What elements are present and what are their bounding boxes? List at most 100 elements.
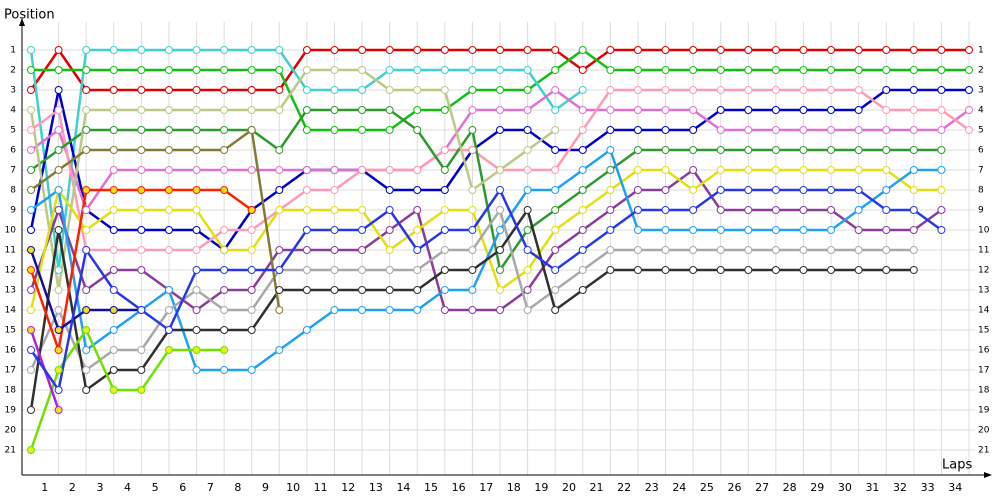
y-tick-label-right: 9 bbox=[978, 206, 984, 216]
data-point bbox=[827, 126, 836, 134]
data-point bbox=[27, 166, 35, 174]
data-point bbox=[413, 226, 422, 234]
data-point bbox=[827, 66, 836, 74]
x-tick-label: 1 bbox=[41, 481, 48, 494]
data-point bbox=[192, 246, 201, 254]
data-point bbox=[633, 206, 642, 214]
data-point bbox=[440, 166, 449, 174]
data-point bbox=[551, 286, 560, 294]
data-point bbox=[440, 186, 449, 194]
data-point bbox=[496, 306, 504, 314]
data-point bbox=[689, 266, 698, 274]
data-point bbox=[220, 346, 229, 354]
data-point bbox=[496, 106, 504, 114]
data-point bbox=[854, 86, 863, 94]
data-point bbox=[551, 166, 560, 174]
data-point bbox=[302, 246, 311, 254]
data-point bbox=[413, 306, 422, 314]
data-point bbox=[164, 286, 173, 294]
data-point bbox=[578, 46, 587, 54]
data-point bbox=[82, 206, 91, 214]
data-point bbox=[606, 166, 615, 174]
data-point bbox=[937, 166, 946, 174]
data-point bbox=[385, 46, 394, 54]
data-point bbox=[385, 206, 394, 214]
data-point bbox=[606, 146, 615, 154]
data-point bbox=[54, 86, 63, 94]
data-point bbox=[358, 106, 367, 114]
data-point bbox=[578, 166, 587, 174]
data-point bbox=[799, 66, 808, 74]
data-point bbox=[854, 266, 863, 274]
data-point bbox=[771, 226, 780, 234]
data-point bbox=[440, 66, 449, 74]
data-point bbox=[330, 246, 339, 254]
data-point bbox=[606, 226, 615, 234]
data-point bbox=[771, 266, 780, 274]
data-point bbox=[27, 246, 35, 254]
data-point bbox=[551, 246, 560, 254]
data-point bbox=[358, 286, 367, 294]
data-point bbox=[937, 66, 946, 74]
data-point bbox=[523, 226, 532, 234]
data-point bbox=[413, 206, 422, 214]
data-point bbox=[440, 266, 449, 274]
data-point bbox=[551, 46, 560, 54]
data-point bbox=[551, 126, 560, 134]
series-line bbox=[29, 188, 943, 392]
data-point bbox=[689, 186, 698, 194]
data-point bbox=[523, 126, 532, 134]
data-point bbox=[27, 126, 35, 134]
data-point bbox=[827, 106, 836, 114]
data-point bbox=[937, 126, 946, 134]
y-tick-label: 11 bbox=[5, 246, 16, 256]
data-point bbox=[882, 226, 891, 234]
data-point bbox=[633, 266, 642, 274]
data-point bbox=[689, 46, 698, 54]
data-point bbox=[689, 126, 698, 134]
data-point bbox=[661, 266, 670, 274]
data-point bbox=[827, 206, 836, 214]
y-tick-label-right: 15 bbox=[978, 326, 989, 336]
data-point bbox=[302, 266, 311, 274]
data-point bbox=[109, 386, 118, 394]
data-point bbox=[689, 206, 698, 214]
data-point bbox=[385, 126, 394, 134]
x-tick-label: 26 bbox=[728, 481, 742, 494]
data-point bbox=[909, 226, 918, 234]
data-point bbox=[247, 286, 256, 294]
data-point bbox=[827, 186, 836, 194]
data-point bbox=[799, 46, 808, 54]
data-point bbox=[164, 166, 173, 174]
y-tick-label: 15 bbox=[5, 326, 16, 336]
data-point bbox=[302, 226, 311, 234]
data-point bbox=[82, 366, 91, 374]
y-tick-label: 3 bbox=[10, 86, 16, 96]
data-point bbox=[523, 146, 532, 154]
data-point bbox=[330, 206, 339, 214]
data-point bbox=[109, 146, 118, 154]
data-point bbox=[358, 66, 367, 74]
data-point bbox=[82, 226, 91, 234]
data-point bbox=[689, 226, 698, 234]
data-point bbox=[302, 166, 311, 174]
data-point bbox=[882, 206, 891, 214]
data-point bbox=[523, 86, 532, 94]
data-point bbox=[275, 306, 284, 314]
data-point bbox=[27, 306, 35, 314]
data-point bbox=[633, 66, 642, 74]
data-point bbox=[330, 226, 339, 234]
data-point bbox=[413, 46, 422, 54]
data-point bbox=[302, 106, 311, 114]
data-point bbox=[523, 46, 532, 54]
data-point bbox=[137, 346, 146, 354]
y-tick-label-right: 7 bbox=[978, 166, 984, 176]
data-point bbox=[606, 86, 615, 94]
data-point bbox=[578, 146, 587, 154]
data-point bbox=[27, 226, 35, 234]
data-point bbox=[551, 146, 560, 154]
data-point bbox=[247, 126, 256, 134]
y-tick-label-right: 2 bbox=[978, 66, 984, 76]
data-point bbox=[496, 246, 504, 254]
data-point bbox=[578, 286, 587, 294]
